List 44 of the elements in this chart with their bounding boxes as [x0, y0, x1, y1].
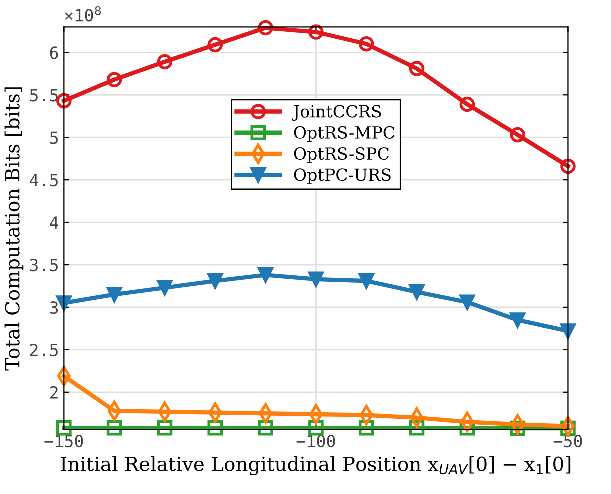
y-tick-label: 2	[50, 386, 58, 399]
y-axis-title: Total Computation Bits [bits]	[4, 88, 24, 371]
y-tick-label: 6	[50, 46, 58, 60]
point	[460, 294, 476, 310]
point	[560, 158, 576, 174]
point	[308, 272, 324, 288]
x-tick-label: −100	[296, 435, 336, 448]
text: ×10$^{8}$	[65, 6, 102, 22]
y-tick-label: 5.5	[30, 89, 58, 102]
point	[106, 420, 122, 436]
x-tick-label: −150	[44, 435, 84, 448]
legend-label: OptPC-URS	[294, 168, 391, 184]
y-tick-label: 3	[50, 301, 58, 314]
point	[258, 20, 274, 36]
point	[56, 93, 72, 109]
point	[358, 36, 374, 52]
y-tick-label: 4.5	[30, 174, 58, 187]
point	[208, 274, 224, 289]
legend-label: OptRS-SPC	[294, 147, 390, 164]
point	[157, 54, 173, 70]
point	[208, 420, 224, 436]
point	[409, 61, 425, 76]
point	[56, 296, 72, 311]
point	[510, 127, 526, 143]
point	[157, 420, 173, 436]
point	[258, 268, 274, 283]
legend-label: JointCCRS	[292, 105, 382, 122]
point	[308, 24, 324, 40]
point	[358, 274, 374, 289]
point	[106, 287, 122, 302]
y-tick-label: 4	[50, 216, 58, 229]
point	[208, 37, 224, 53]
x-axis-title: Initial Relative Longitudinal Position x$_{UAV}$[0] − x$_{1}$[0]	[61, 456, 571, 476]
point	[510, 312, 526, 328]
y-tick-label: 2.5	[30, 344, 58, 357]
point	[157, 280, 173, 296]
legend-label: OptRS-MPC	[294, 126, 395, 142]
point	[106, 72, 122, 88]
point	[460, 96, 476, 112]
point	[258, 420, 274, 436]
y-tick-label: 5	[50, 132, 58, 144]
point	[409, 284, 425, 300]
y-tick-label: 3.5	[30, 259, 58, 272]
point	[56, 420, 72, 436]
